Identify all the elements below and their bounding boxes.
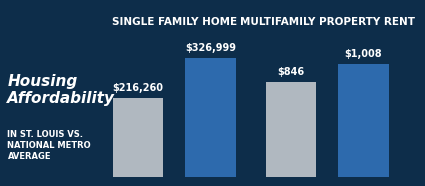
Text: SINGLE FAMILY HOME: SINGLE FAMILY HOME — [112, 17, 237, 27]
Text: $326,999: $326,999 — [185, 43, 236, 53]
FancyBboxPatch shape — [266, 82, 316, 177]
Text: MULTIFAMILY PROPERTY RENT: MULTIFAMILY PROPERTY RENT — [240, 17, 415, 27]
FancyBboxPatch shape — [113, 98, 163, 177]
FancyBboxPatch shape — [185, 58, 235, 177]
Text: Housing
Affordability: Housing Affordability — [8, 74, 116, 106]
FancyBboxPatch shape — [338, 64, 388, 177]
Text: $1,008: $1,008 — [345, 49, 382, 59]
Text: $216,260: $216,260 — [113, 83, 164, 93]
Text: IN ST. LOUIS VS.
NATIONAL METRO
AVERAGE: IN ST. LOUIS VS. NATIONAL METRO AVERAGE — [8, 130, 91, 161]
Text: $846: $846 — [278, 67, 305, 77]
